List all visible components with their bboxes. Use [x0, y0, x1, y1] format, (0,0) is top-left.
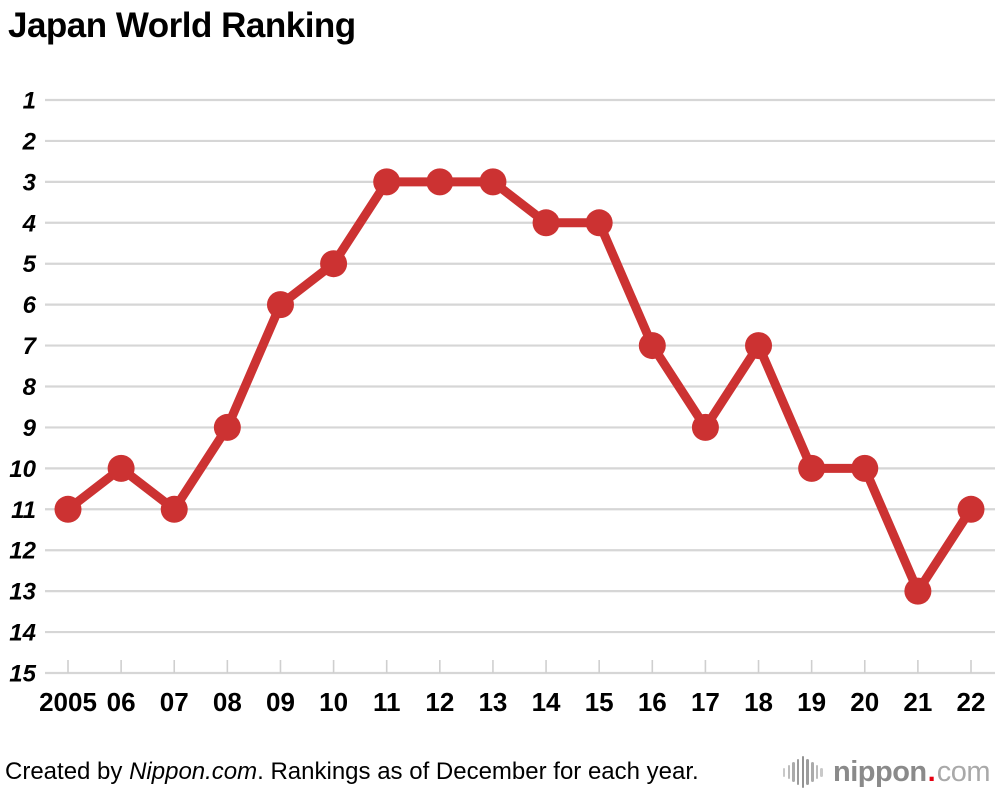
data-point-18: [745, 332, 773, 360]
waveform-bar: [806, 759, 809, 785]
y-axis-label: 5: [23, 251, 37, 278]
data-point-08: [213, 413, 241, 441]
x-axis-label: 12: [425, 687, 454, 717]
x-axis-label: 21: [903, 687, 932, 717]
waveform-bar: [787, 765, 791, 779]
x-axis-label: 06: [107, 687, 136, 717]
nippon-logo: nippon . com: [782, 755, 991, 789]
y-axis-label: 6: [23, 292, 37, 319]
data-point-15: [585, 209, 613, 237]
data-point-10: [320, 250, 348, 278]
x-axis-label: 09: [266, 687, 295, 717]
y-axis-label: 1: [23, 88, 36, 115]
x-axis-label: 18: [744, 687, 773, 717]
x-axis-label: 11: [373, 687, 401, 717]
y-axis-label: 12: [9, 538, 36, 565]
x-axis-label: 15: [585, 687, 614, 717]
x-axis-label: 14: [532, 687, 561, 717]
logo-wordmark-tld: com: [936, 755, 991, 788]
data-point-13: [479, 168, 507, 196]
data-point-09: [266, 291, 294, 319]
x-axis-label: 19: [797, 687, 826, 717]
data-point-21: [904, 577, 932, 605]
credit-suffix: . Rankings as of December for each year.: [257, 758, 699, 785]
footer: Created by Nippon.com. Rankings as of De…: [5, 752, 991, 792]
x-axis-label: 2005: [39, 687, 97, 717]
x-axis-label: 16: [638, 687, 667, 717]
y-axis-label: 11: [11, 497, 36, 524]
y-axis-label: 8: [23, 374, 37, 401]
data-point-06: [107, 454, 135, 482]
credit-prefix: Created by: [5, 758, 130, 785]
y-axis-label: 2: [22, 128, 37, 155]
data-point-11: [373, 168, 401, 196]
waveform-bar: [815, 765, 819, 779]
data-point-20: [851, 454, 879, 482]
data-point-17: [691, 413, 719, 441]
credit-text: Created by Nippon.com. Rankings as of De…: [5, 758, 699, 786]
data-point-16: [638, 332, 666, 360]
data-point-12: [426, 168, 454, 196]
data-point-22: [957, 495, 985, 523]
y-axis-label: 13: [9, 579, 36, 606]
logo-wordmark-dot: .: [927, 755, 936, 788]
x-axis-label: 10: [319, 687, 348, 717]
y-axis-label: 10: [9, 456, 36, 483]
waveform-bar: [782, 767, 786, 777]
waveform-bar: [796, 759, 800, 785]
waveform-bar: [801, 756, 805, 788]
y-axis-label: 4: [22, 210, 36, 237]
waveform-bar: [820, 767, 823, 777]
x-axis-label: 20: [850, 687, 879, 717]
x-axis-label: 13: [478, 687, 507, 717]
y-axis-label: 9: [23, 415, 37, 442]
waveform-icon: [782, 755, 824, 789]
data-point-2005: [54, 495, 82, 523]
data-point-07: [160, 495, 188, 523]
y-axis-label: 7: [23, 333, 38, 360]
credit-source-name: Nippon.com: [129, 758, 258, 785]
y-axis-label: 14: [9, 620, 36, 647]
data-point-19: [798, 454, 826, 482]
y-axis-label: 15: [9, 661, 36, 688]
x-axis-label: 07: [160, 687, 189, 717]
x-axis-label: 08: [213, 687, 242, 717]
y-axis-label: 3: [23, 169, 37, 196]
data-point-14: [532, 209, 560, 237]
x-axis-label: 17: [691, 687, 720, 717]
chart-title: Japan World Ranking: [8, 6, 356, 45]
x-axis-label: 22: [957, 687, 986, 717]
waveform-bar: [792, 762, 795, 782]
waveform-bar: [811, 762, 814, 782]
logo-wordmark-main: nippon: [833, 755, 927, 788]
